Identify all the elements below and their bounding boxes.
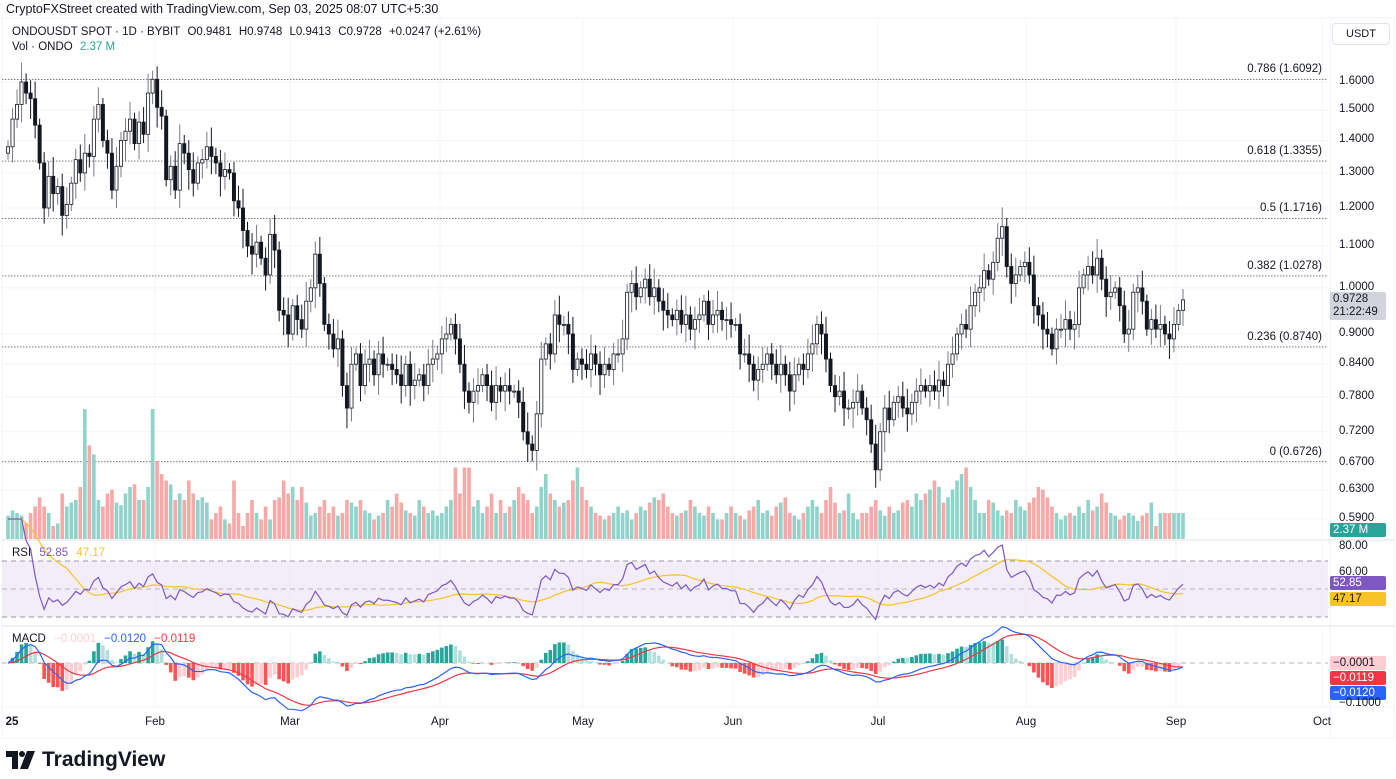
price-tick: 0.6300 [1339,483,1375,496]
last-price-tag: 0.9728 21:22:49 [1330,292,1386,320]
macd-line-value: −0.0120 [104,633,147,645]
tradingview-logo[interactable]: TradingView [6,748,165,772]
fib-level-label: 0.236 (0.8740) [1247,330,1322,343]
currency-button[interactable]: USDT [1332,23,1390,45]
macd-legend[interactable]: MACD −0.0001 −0.0120 −0.0119 [12,633,200,645]
time-tick: Apr [431,716,449,728]
tradingview-logo-icon [6,751,35,769]
volume-bars [6,409,1185,539]
time-tick: 25 [5,716,19,728]
fib-level-label: 0.618 (1.3355) [1247,145,1322,158]
price-tick: 0.6700 [1339,456,1375,469]
time-tick: May [572,716,594,728]
price-tick: 0.7200 [1339,424,1375,437]
bar-countdown: 21:22:49 [1333,306,1378,318]
rsi-tick-80: 80.00 [1339,540,1368,552]
high-value: H0.9748 [238,26,283,38]
change-value: +0.0247 (+2.61%) [388,26,482,38]
rsi-tick-60: 60.00 [1339,566,1368,578]
last-price: 0.9728 [1333,293,1369,305]
fib-level-label: 0.382 (1.0278) [1247,259,1322,272]
price-tick: 0.8400 [1339,357,1375,370]
macd-signal-tag: −0.0119 [1330,671,1386,685]
low-value: L0.9413 [289,26,332,38]
time-tick: Aug [1015,716,1037,728]
fib-level-label: 0.5 (1.1716) [1259,202,1322,215]
open-value: O0.9481 [187,26,232,38]
chart-credit: CryptoFXStreet created with TradingView.… [6,2,439,16]
rsi-value-tag: 52.85 [1330,576,1386,590]
time-tick: Jul [870,716,886,728]
fib-level-label: 0 (0.6726) [1269,445,1322,458]
macd-tick: −0.1000 [1339,697,1381,709]
time-tick: Oct [1313,716,1331,728]
price-tick: 0.9000 [1339,327,1375,339]
rsi-value: 52.85 [39,547,69,559]
rsi-legend[interactable]: RSI 52.85 47.17 [12,547,110,559]
time-tick: Jun [723,716,743,728]
price-tick: 0.7800 [1339,389,1375,402]
price-tick: 1.4000 [1339,133,1375,146]
price-tick: 1.1000 [1339,239,1375,252]
rsi-pane [2,518,1328,621]
price-tick: 0.5900 [1339,511,1375,524]
macd-histogram-value: −0.0001 [54,633,96,645]
macd-label: MACD [12,633,46,645]
price-tick: 1.5000 [1339,103,1375,116]
macd-pane [2,626,1328,712]
time-tick: Feb [145,716,165,728]
rsi-ma-tag: 47.17 [1330,592,1386,606]
rsi-ma-value: 47.17 [76,547,106,559]
logo-text: TradingView [42,748,166,771]
price-candles [6,62,1185,488]
rsi-label: RSI [12,547,32,559]
fibonacci-levels [2,78,1328,463]
time-tick: Mar [280,716,300,728]
price-tick: 1.0000 [1339,280,1375,293]
fib-level-label: 0.786 (1.6092) [1247,63,1322,76]
macd-signal-value: −0.0119 [154,633,196,645]
price-tick: 1.2000 [1339,201,1375,213]
macd-line-tag: −0.0120 [1330,686,1386,700]
price-tick: 1.6000 [1339,75,1375,87]
symbol-legend[interactable]: ONDOUSDT SPOT · 1D · BYBIT O0.9481 H0.97… [12,25,485,55]
symbol-info: ONDOUSDT SPOT · 1D · BYBIT [12,26,181,38]
volume-tag: 2.37 M [1330,523,1386,537]
price-tick: 1.3000 [1339,165,1375,178]
volume-value: 2.37 M [79,41,116,53]
time-tick: Sep [1165,716,1187,728]
close-value: C0.9728 [338,26,382,38]
macd-histogram-tag: −0.0001 [1330,656,1386,670]
volume-label: Vol · ONDO [12,41,73,53]
